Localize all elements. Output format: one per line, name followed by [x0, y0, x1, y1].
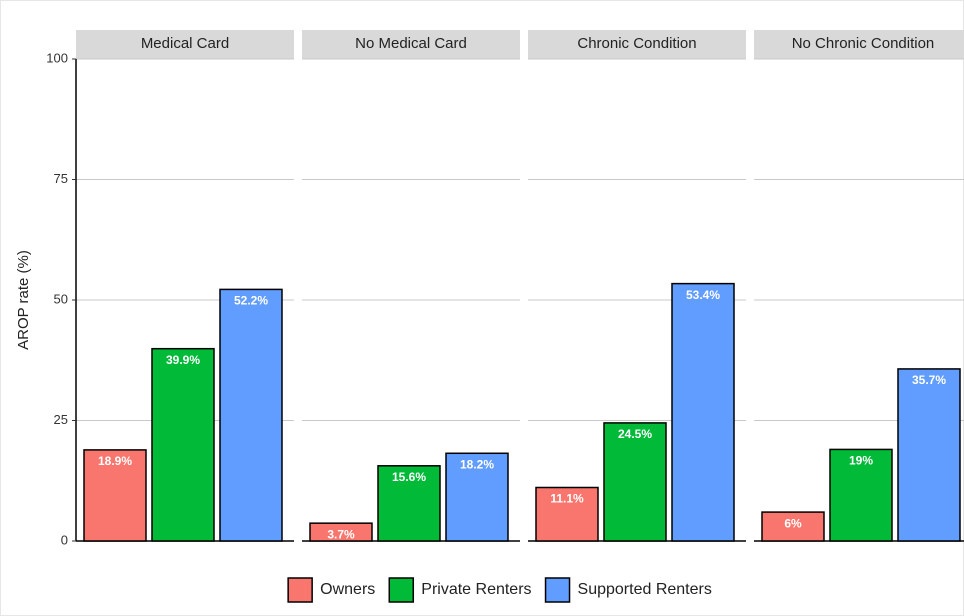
legend-label: Supported Renters: [578, 581, 712, 598]
y-axis-title: AROP rate (%): [15, 250, 32, 350]
strip-label: No Medical Card: [355, 35, 467, 52]
value-label: 3.7%: [327, 527, 355, 541]
value-label: 39.9%: [166, 353, 200, 367]
value-label: 6%: [784, 516, 802, 530]
value-label: 52.2%: [234, 294, 268, 308]
y-tick-label: 75: [54, 171, 68, 186]
value-label: 35.7%: [912, 373, 946, 387]
bar: [671, 282, 735, 542]
value-label: 18.9%: [98, 454, 132, 468]
value-label: 24.5%: [618, 427, 652, 441]
strip-label: Medical Card: [141, 35, 229, 52]
legend-swatch: [544, 577, 571, 603]
value-label: 53.4%: [686, 288, 720, 302]
value-label: 19%: [849, 454, 873, 468]
bar: [445, 452, 509, 542]
value-label: 18.2%: [460, 457, 494, 471]
y-tick-label: 100: [46, 50, 68, 65]
bar: [829, 448, 893, 542]
y-tick-label: 50: [54, 291, 68, 306]
strip-background: [76, 30, 294, 59]
strip-label: No Chronic Condition: [792, 35, 935, 52]
value-label: 15.6%: [392, 470, 426, 484]
legend-label: Owners: [320, 581, 375, 598]
value-label: 11.1%: [550, 492, 584, 506]
bar: [309, 522, 373, 542]
strip-background: [754, 30, 964, 59]
bar: [83, 449, 147, 542]
bar: [377, 465, 441, 542]
y-tick-label: 0: [61, 532, 68, 547]
legend-swatch: [388, 577, 415, 603]
legend-swatch: [287, 577, 313, 603]
bar: [603, 422, 667, 542]
bar: [761, 511, 825, 542]
bar: [151, 347, 215, 542]
bar: [535, 486, 599, 542]
legend-label: Private Renters: [421, 581, 531, 598]
bar: [897, 368, 961, 542]
strip-background: [528, 30, 746, 59]
strip-label: Chronic Condition: [577, 35, 696, 52]
y-tick-label: 25: [54, 412, 68, 427]
bar: [219, 288, 283, 542]
strip-background: [302, 30, 520, 59]
